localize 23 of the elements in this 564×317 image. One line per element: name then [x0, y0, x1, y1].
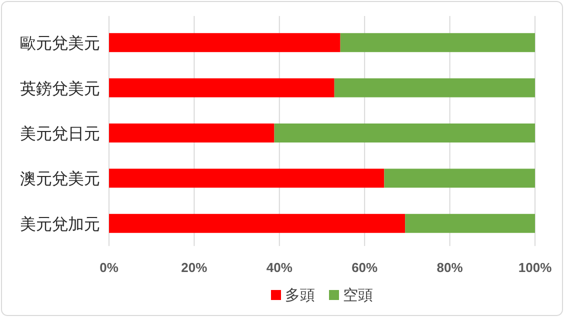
bar: [109, 78, 334, 98]
bar: [340, 33, 535, 52]
bar: [109, 33, 340, 52]
x-tick-label: 20%: [181, 260, 208, 275]
y-tick-label: 美元兌加元: [20, 215, 100, 234]
x-tick-label: 60%: [352, 260, 378, 275]
bar: [109, 168, 384, 188]
x-tick-label: 40%: [266, 260, 293, 275]
bar: [334, 78, 535, 98]
x-tick-label: 100%: [518, 260, 552, 275]
legend-label: 空頭: [343, 287, 373, 304]
x-tick-label: 80%: [436, 260, 464, 275]
y-tick-label: 英鎊兌美元: [20, 80, 100, 98]
y-tick-label: 澳元兌美元: [20, 170, 100, 188]
y-tick-label: 美元兌日元: [20, 125, 100, 143]
x-tick-label: 0%: [100, 260, 119, 275]
bar: [109, 124, 274, 142]
legend-label: 多頭: [285, 287, 315, 304]
bar: [109, 214, 406, 233]
bar: [274, 124, 535, 142]
bar: [405, 214, 535, 233]
bar: [384, 168, 535, 188]
y-tick-label: 歐元兌美元: [20, 34, 100, 53]
